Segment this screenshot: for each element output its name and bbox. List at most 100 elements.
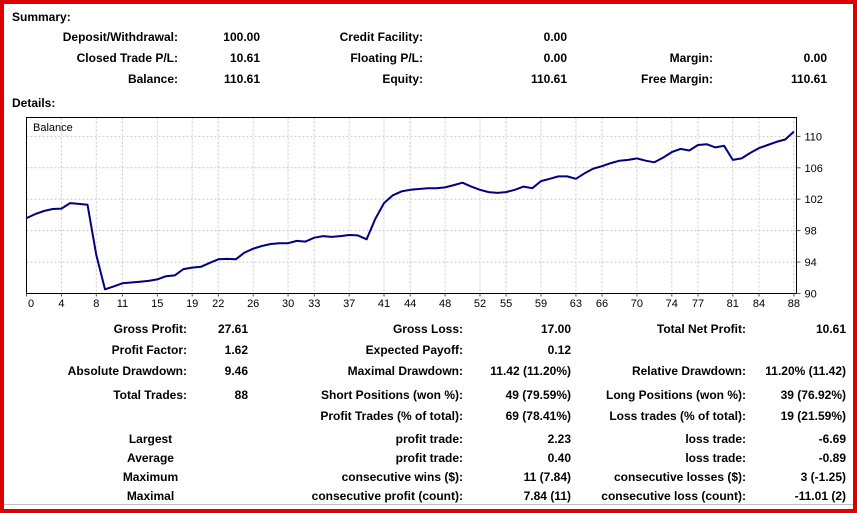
stat-value: [187, 449, 248, 468]
x-tick-label: 15: [151, 298, 163, 310]
stat-value: [187, 406, 248, 427]
x-tick-label: 19: [186, 298, 198, 310]
x-tick-label: 0: [28, 298, 34, 310]
stat-label: Profit Trades (% of total):: [320, 409, 463, 423]
x-tick-label: 70: [631, 298, 643, 310]
summary-value: 0.00: [543, 30, 567, 44]
stat-value: -0.89: [818, 451, 846, 465]
x-tick-label: 8: [93, 298, 99, 310]
stat-label: profit trade:: [395, 432, 463, 446]
table-row: Maximal consecutive profit (count): 7.84 (…: [4, 487, 853, 506]
stat-value: 3 (-1.25): [800, 470, 846, 484]
table-row: Largest profit trade: 2.23 loss trade: -6.69: [4, 430, 853, 449]
x-tick-label: 11: [117, 298, 128, 310]
stat-label: Expected Payoff:: [365, 343, 463, 357]
stat-label: Maximal: [126, 489, 175, 503]
stat-value: 11.20% (11.42): [765, 364, 846, 378]
summary-value: 110.61: [223, 72, 260, 86]
stat-value: 0.40: [547, 451, 571, 465]
y-tick-label: 90: [805, 289, 817, 301]
summary-table: Deposit/Withdrawal: 100.00 Credit Facility…: [4, 27, 853, 90]
summary-value: 0.00: [543, 51, 567, 65]
stat-label: Average: [127, 451, 174, 465]
stat-value: 11 (7.84): [523, 470, 571, 484]
stat-value: -11.01 (2): [794, 489, 846, 503]
stat-label: loss trade:: [685, 432, 746, 446]
x-tick-label: 84: [753, 298, 765, 310]
x-tick-label: 30: [282, 298, 294, 310]
stat-value: [187, 468, 248, 487]
summary-value: 110.61: [530, 72, 567, 86]
table-row: Profit Trades (% of total): 69 (78.41%) Lo…: [4, 406, 853, 427]
summary-value: 110.61: [790, 72, 827, 86]
x-tick-label: 52: [474, 298, 486, 310]
summary-label: [567, 27, 713, 48]
stat-label: Largest: [128, 432, 173, 446]
stat-label: Total Net Profit:: [656, 322, 746, 336]
stat-value: 69 (78.41%): [505, 409, 571, 423]
summary-label: Equity:: [382, 72, 423, 86]
summary-label: Margin:: [669, 51, 713, 65]
stat-label: profit trade:: [395, 451, 463, 465]
table-row: Profit Factor: 1.62 Expected Payoff: 0.12: [4, 340, 853, 361]
table-row: Closed Trade P/L: 10.61 Floating P/L: 0.00 M…: [4, 48, 853, 69]
x-tick-label: 26: [247, 298, 259, 310]
balance-chart-svg: 0 4 8 11 15 19 22 26 30 33 37 41 44 48 52 55 59 63 66 70 74 7…: [26, 117, 823, 310]
stat-value: 1.62: [224, 343, 248, 357]
stat-value: 0.12: [547, 343, 571, 357]
summary-label: Closed Trade P/L:: [76, 51, 178, 65]
stat-value: 27.61: [217, 322, 248, 336]
table-row: Balance: 110.61 Equity: 110.61 Free Margin: 1…: [4, 69, 853, 90]
stat-label: loss trade:: [685, 451, 746, 465]
stat-value: [187, 430, 248, 449]
summary-label: Credit Facility:: [339, 30, 423, 44]
stat-label: [4, 406, 187, 427]
x-tick-label: 66: [596, 298, 608, 310]
stat-value: -6.69: [818, 432, 846, 446]
stat-label: Gross Loss:: [392, 322, 463, 336]
chart-series-label: Balance: [33, 122, 73, 134]
details-heading: Details:: [12, 96, 56, 110]
summary-label: Floating P/L:: [350, 51, 423, 65]
summary-value: 10.61: [229, 51, 260, 65]
balance-line: [26, 130, 795, 291]
stat-value: 11.42 (11.20%): [490, 364, 571, 378]
stat-value: 19 (21.59%): [780, 409, 846, 423]
x-tick-label: 74: [666, 298, 678, 310]
stat-value: 2.23: [547, 432, 571, 446]
x-tick-label: 4: [58, 298, 64, 310]
stat-value: 7.84 (11): [523, 489, 571, 503]
stat-value: 10.61: [815, 322, 846, 336]
summary-value: 100.00: [223, 30, 260, 44]
stat-value: 88: [234, 388, 248, 402]
stat-label: Total Trades:: [113, 388, 187, 402]
stat-label: Maximal Drawdown:: [347, 364, 463, 378]
summary-label: Balance:: [127, 72, 178, 86]
stat-label: Loss trades (% of total):: [609, 409, 746, 423]
stat-label: [571, 340, 746, 361]
stat-label: Relative Drawdown:: [631, 364, 746, 378]
table-row: Absolute Drawdown: 9.46 Maximal Drawdown: 1…: [4, 361, 853, 382]
stat-value: 39 (76.92%): [780, 388, 846, 402]
table-row: Average profit trade: 0.40 loss trade: -0.89: [4, 449, 853, 468]
y-tick-label: 110: [805, 131, 823, 143]
stat-value: 49 (79.59%): [505, 388, 571, 402]
summary-label: Deposit/Withdrawal:: [62, 30, 178, 44]
stat-label: consecutive profit (count):: [311, 489, 463, 503]
y-tick-label: 94: [805, 257, 817, 269]
x-tick-label: 77: [692, 298, 704, 310]
x-tick-label: 59: [535, 298, 547, 310]
stat-label: consecutive losses ($):: [613, 470, 746, 484]
stat-label: consecutive loss (count):: [601, 489, 746, 503]
stat-label: Short Positions (won %):: [321, 388, 463, 402]
summary-label: Free Margin:: [640, 72, 713, 86]
stat-label: Gross Profit:: [113, 322, 187, 336]
balance-chart: 0 4 8 11 15 19 22 26 30 33 37 41 44 48 52 55 59 63 66 70 74 7…: [26, 115, 826, 311]
table-row: Maximum consecutive wins ($): 11 (7.84) con…: [4, 468, 853, 487]
plot-border: [26, 117, 797, 294]
y-tick-label: 106: [805, 163, 823, 175]
stat-label: consecutive wins ($):: [341, 470, 463, 484]
x-tick-label: 44: [404, 298, 416, 310]
stat-label: Profit Factor:: [111, 343, 187, 357]
